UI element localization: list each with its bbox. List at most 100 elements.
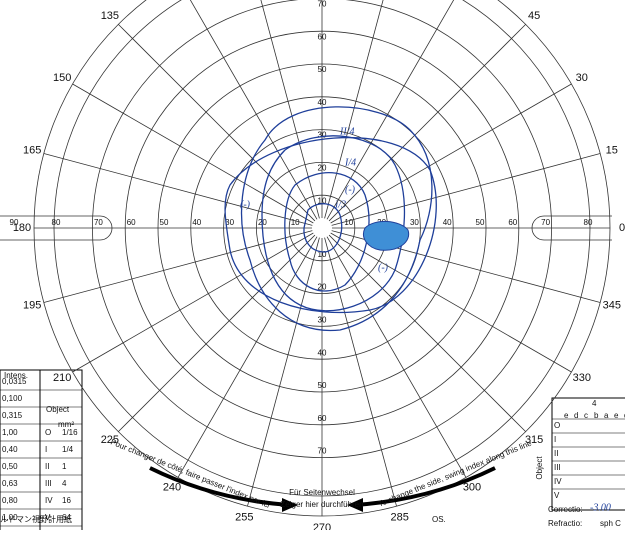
- angle-label: 345: [603, 300, 621, 312]
- isopter: [284, 172, 370, 292]
- isopter: [303, 203, 343, 253]
- scale-label: 70: [94, 218, 103, 227]
- object-grid-label: Object: [535, 456, 544, 480]
- table-cell: III: [45, 479, 52, 488]
- object-grid-col: e: [614, 411, 619, 420]
- table-cell: 1,00: [2, 428, 18, 437]
- switch-arrows: [149, 466, 496, 512]
- table-cell: 1/16: [62, 428, 78, 437]
- object-grid-title: 4: [592, 399, 597, 408]
- object-grid-row: III: [554, 463, 561, 472]
- scale-bar: [0, 215, 612, 241]
- scale-label: 30: [410, 218, 419, 227]
- radial-line: [189, 0, 318, 220]
- angle-label: 165: [23, 144, 41, 156]
- arrow: [149, 466, 291, 507]
- table-cell: V: [45, 513, 51, 522]
- scale-label: 10: [291, 218, 300, 227]
- radial-line: [43, 230, 313, 303]
- switch-text: To change the side, swing index along th…: [377, 438, 533, 508]
- object-grid-col: a: [604, 411, 609, 420]
- radial-line: [328, 24, 526, 222]
- object-grid-row: IV: [554, 477, 562, 486]
- object-grid-col: d: [574, 411, 578, 420]
- scale-label: 80: [584, 218, 593, 227]
- table-header: Object: [46, 405, 70, 414]
- table-cell: 0,0315: [2, 377, 27, 386]
- angle-label: 330: [573, 372, 591, 384]
- radial-line: [328, 234, 526, 432]
- handwritten: (-): [240, 199, 251, 210]
- table-cell: O: [45, 428, 51, 437]
- table-cell: 0,40: [2, 445, 18, 454]
- object-grid-row: II: [554, 449, 558, 458]
- handwritten: I/3: [334, 199, 346, 210]
- object-grid-col: c: [584, 411, 588, 420]
- table-cell: II: [45, 462, 49, 471]
- correction-value: -3.00: [590, 502, 611, 513]
- angle-label: 225: [101, 434, 119, 446]
- blind-spot: [363, 221, 410, 251]
- scale-label: 50: [476, 218, 485, 227]
- handwritten: (-): [345, 184, 356, 195]
- table-cell: 0,315: [2, 411, 23, 420]
- scale-bar-left: [0, 215, 113, 241]
- isopter: [224, 137, 437, 314]
- refraction-label: Refractio:: [548, 519, 582, 528]
- object-grid-row: I: [554, 435, 556, 444]
- radial-line: [326, 0, 455, 220]
- table-header: Intens.: [4, 371, 28, 380]
- angle-label: 300: [463, 482, 481, 494]
- angle-label: 45: [528, 10, 540, 22]
- isopters: [224, 106, 437, 332]
- angle-label: 255: [235, 512, 253, 524]
- table-cell: 1/4: [62, 445, 74, 454]
- object-grid-col: b: [594, 411, 599, 420]
- angle-label: 150: [53, 72, 71, 84]
- object-grid-frame: [551, 397, 625, 511]
- scale-label: 60: [508, 218, 517, 227]
- angle-label: 240: [163, 482, 181, 494]
- scale-label: 50: [160, 218, 169, 227]
- radial-line: [118, 24, 316, 222]
- radial-line: [326, 236, 467, 478]
- angle-label: 15: [606, 144, 618, 156]
- radial-line: [72, 83, 314, 224]
- object-grid-row: V: [554, 491, 560, 500]
- switch-text: Zeiger hier durchführen: [280, 500, 363, 509]
- eye: OS.: [432, 515, 446, 524]
- scale-bar-right: [531, 215, 612, 241]
- footer: ルドマン視野計用紙: [0, 514, 72, 524]
- table-cell: 16: [62, 496, 71, 505]
- handwritten: II/4: [339, 126, 354, 137]
- switch-text: Pour changer de côté, faire passer l'ind…: [109, 437, 271, 509]
- radial-line: [260, 0, 320, 219]
- table-cell: 0,50: [2, 462, 18, 471]
- isopter: [261, 135, 406, 312]
- angle-label: 195: [23, 300, 41, 312]
- scale-label: 40: [192, 218, 201, 227]
- isopter: [241, 106, 433, 332]
- table-cell: 64: [62, 513, 71, 522]
- angle-label: 285: [390, 512, 408, 524]
- table-cell: 1,00: [2, 513, 18, 522]
- angle-label: 270: [313, 522, 331, 530]
- refraction-unit: sph C: [600, 519, 621, 528]
- table-cell: 1: [62, 462, 67, 471]
- radial-line: [177, 236, 318, 478]
- arrow: [354, 466, 496, 507]
- angle-label: 135: [101, 10, 119, 22]
- radial-line: [247, 237, 320, 507]
- arrow-head: [282, 498, 298, 512]
- radial-line: [330, 83, 572, 224]
- angle-label: 30: [576, 72, 588, 84]
- radial-line: [43, 153, 313, 226]
- radial-line: [118, 234, 316, 432]
- table-cell: IV: [45, 496, 53, 505]
- table-header: mm²: [58, 420, 74, 429]
- correction-label: Correctio:: [548, 505, 583, 514]
- radial-line: [330, 232, 572, 373]
- scale-label: 90: [10, 218, 19, 227]
- table-cell: 0,80: [2, 496, 18, 505]
- arrow-head: [347, 498, 363, 512]
